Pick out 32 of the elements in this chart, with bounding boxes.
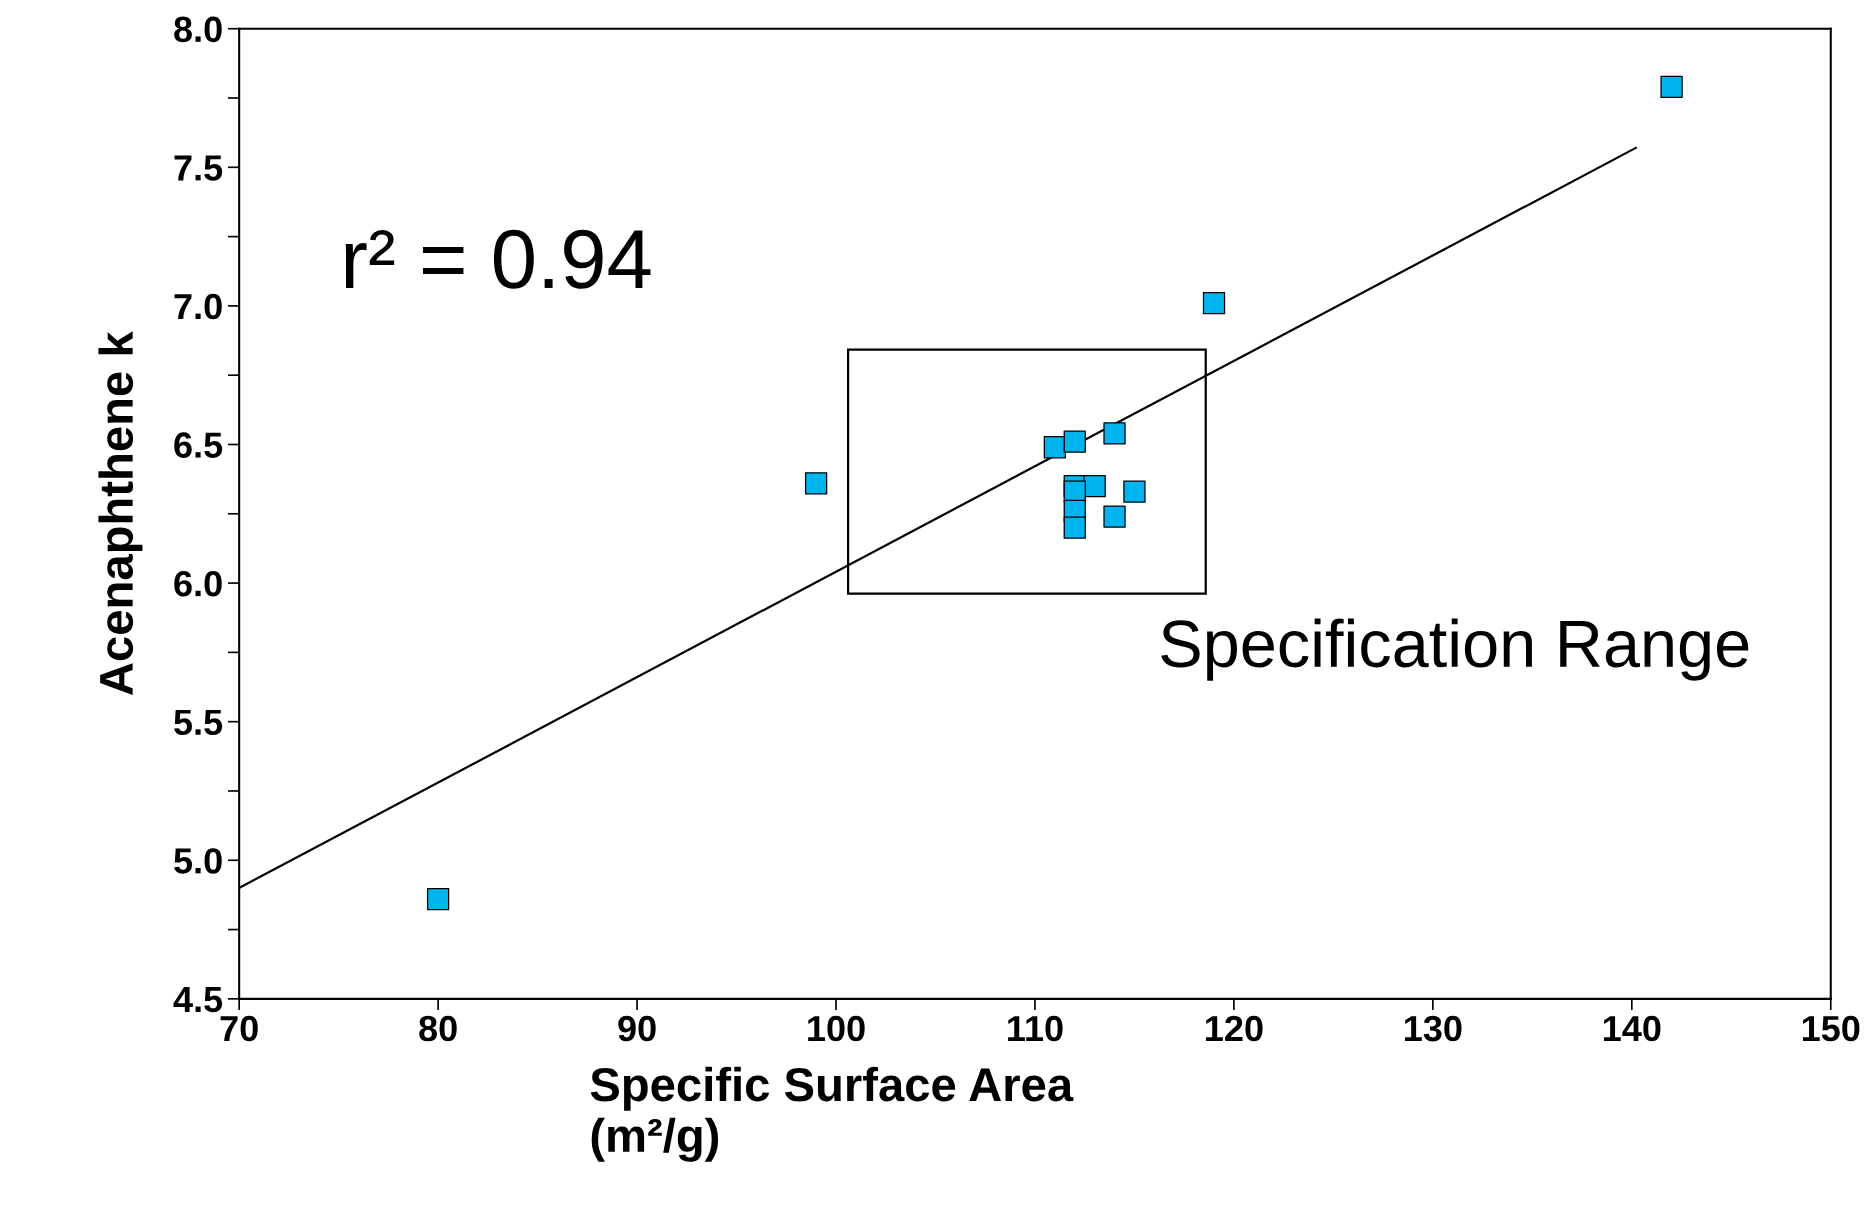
x-axis-title: Specific Surface Area (m²/g) bbox=[590, 1066, 1074, 1162]
x-tick-label: 150 bbox=[1802, 1015, 1860, 1042]
point bbox=[1123, 480, 1146, 503]
point bbox=[1660, 75, 1683, 99]
point bbox=[804, 472, 828, 495]
x-tick-label: 100 bbox=[808, 1015, 865, 1042]
y-tick-label: 4.5 bbox=[173, 987, 223, 1013]
point bbox=[1063, 430, 1086, 453]
point bbox=[1043, 436, 1067, 459]
point bbox=[1103, 505, 1126, 528]
x-tick-label: 80 bbox=[419, 1015, 457, 1042]
point bbox=[1063, 516, 1086, 539]
y-tick-label: 6.5 bbox=[174, 432, 223, 458]
y-axis-title: Acenaphthene k bbox=[98, 331, 143, 695]
annotation: Specification Range bbox=[1161, 618, 1749, 681]
x-tick-label: 130 bbox=[1405, 1015, 1462, 1042]
point bbox=[1202, 291, 1226, 315]
y-tick-label: 7.5 bbox=[174, 155, 223, 181]
y-tick-label: 6.0 bbox=[174, 570, 222, 597]
point bbox=[1083, 474, 1106, 498]
y-tick-label: 5.0 bbox=[174, 848, 222, 874]
x-tick-label: 110 bbox=[1008, 1015, 1063, 1042]
point bbox=[1103, 422, 1126, 445]
point bbox=[426, 887, 450, 911]
x-tick-label: 120 bbox=[1206, 1015, 1263, 1042]
y-tick-label: 5.5 bbox=[174, 709, 223, 736]
x-tick-label: 70 bbox=[220, 1015, 258, 1042]
annotation: r² = 0.94 bbox=[345, 229, 651, 289]
x-tick-label: 140 bbox=[1603, 1015, 1661, 1042]
x-tick-label: 90 bbox=[618, 1015, 656, 1042]
y-tick-label: 8.0 bbox=[174, 16, 222, 43]
y-tick-label: 7.0 bbox=[174, 293, 222, 320]
